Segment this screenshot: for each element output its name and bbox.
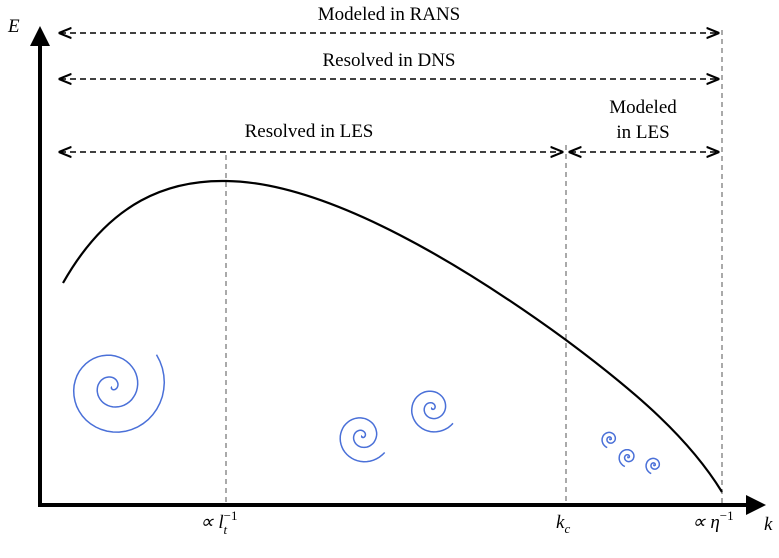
energy-spectrum-curve: [62, 179, 723, 493]
tick-label: ∝ η−1: [692, 508, 734, 533]
tick-sub: t: [223, 522, 227, 537]
les-modeled-label: in LES: [616, 122, 669, 143]
dns-label: Resolved in DNS: [323, 50, 456, 71]
eddy: [339, 417, 386, 463]
tick-base: ∝ l: [200, 512, 224, 533]
tick-label: kc: [556, 512, 570, 536]
tick-sup: −1: [720, 508, 734, 523]
tick-sub: c: [564, 521, 570, 536]
tick-label: ∝ l−1 t: [200, 508, 237, 537]
les-modeled-label: Modeled: [609, 97, 677, 118]
eddy: [618, 448, 635, 468]
tick-base: k: [556, 512, 565, 533]
eddy: [601, 431, 617, 449]
rans-label: Modeled in RANS: [318, 4, 461, 25]
tick-base: ∝ η: [692, 512, 720, 533]
eddy: [645, 457, 661, 475]
eddy: [410, 390, 454, 433]
tick-sup: −1: [224, 508, 238, 523]
x-axis-label: k: [764, 514, 773, 535]
les-resolved-label: Resolved in LES: [245, 121, 374, 142]
eddies: [72, 354, 661, 475]
eddy: [72, 354, 166, 433]
y-axis-label: E: [7, 16, 20, 37]
